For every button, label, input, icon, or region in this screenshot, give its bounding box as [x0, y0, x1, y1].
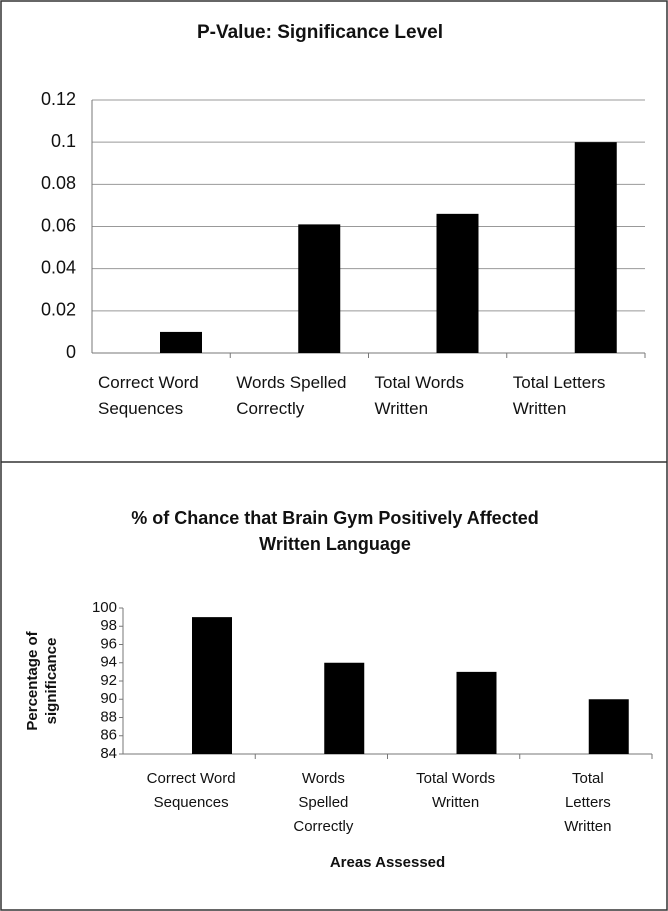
x-tick-label-line: Correct Word [98, 373, 199, 392]
x-tick-label-line: Words Spelled [236, 373, 346, 392]
y-tick-label: 0.06 [41, 215, 76, 235]
x-tick-label-line: Words [302, 770, 345, 787]
bar [436, 213, 479, 353]
y-tick-label: 0.1 [51, 131, 76, 151]
x-tick-label-line: Spelled [298, 794, 348, 811]
x-tick-label: Words Spelled Correctly [236, 373, 346, 418]
x-tick-label: Total Words Written [375, 373, 464, 418]
x-tick-label-line: Sequences [98, 399, 183, 418]
y-tick-label: 0 [66, 342, 76, 362]
chart-title-line: P-Value: Significance Level [197, 22, 443, 43]
y-tick-label: 84 [100, 745, 117, 762]
y-tick-label: 0.04 [41, 257, 76, 277]
x-tick-label-line: Total [572, 770, 604, 787]
y-tick-label: 86 [100, 727, 117, 744]
y-tick-label: 94 [100, 654, 117, 671]
y-tick-label: 0.08 [41, 173, 76, 193]
x-tick-label-line: Written [513, 399, 567, 418]
y-tick-label: 0.12 [41, 89, 76, 109]
bar [324, 662, 365, 754]
x-tick-label: Total Letters Written [564, 770, 611, 835]
x-tick-label-line: Written [375, 399, 429, 418]
bar [456, 671, 497, 754]
y-tick-label: 96 [100, 635, 117, 652]
x-tick-label-line: Written [432, 794, 479, 811]
x-tick-label-line: Correctly [236, 399, 305, 418]
x-tick-label-line: Written [564, 818, 611, 835]
y-tick-label: 98 [100, 617, 117, 634]
x-tick-label: Total Letters Written [513, 373, 606, 418]
bar [160, 331, 202, 353]
bar [298, 224, 341, 353]
y-axis-label-line: significance [43, 638, 60, 725]
y-tick-label: 0.02 [41, 300, 76, 320]
chart-title: P-Value: Significance Level [197, 22, 443, 43]
x-tick-label-line: Correct Word [147, 770, 236, 787]
x-tick-label: Correct Word Sequences [98, 373, 199, 418]
chart-title-line: Written Language [259, 534, 411, 554]
x-tick-label: Total Words Written [416, 770, 495, 811]
x-tick-label-line: Total Words [375, 373, 464, 392]
y-tick-label: 90 [100, 690, 117, 707]
x-tick-label-line: Total Words [416, 770, 495, 787]
x-tick-label-line: Letters [565, 794, 611, 811]
y-tick-label: 100 [92, 599, 117, 616]
x-tick-label-line: Correctly [293, 818, 354, 835]
x-tick-label-line: Total Letters [513, 373, 606, 392]
bar [192, 617, 232, 754]
chart-title-line: % of Chance that Brain Gym Positively Af… [131, 508, 538, 528]
x-tick-label: Correct Word Sequences [147, 770, 236, 811]
y-tick-label: 92 [100, 672, 117, 689]
chart-title: % of Chance that Brain Gym Positively Af… [131, 508, 538, 554]
bar [588, 699, 629, 754]
y-tick-label: 88 [100, 708, 117, 725]
y-axis-label: Percentage of significance [24, 630, 60, 730]
y-axis-label-line: Percentage of [24, 630, 41, 730]
bar [574, 142, 617, 353]
x-tick-label: Words Spelled Correctly [293, 770, 354, 835]
x-tick-label-line: Sequences [154, 794, 229, 811]
x-axis-label: Areas Assessed [330, 854, 445, 871]
